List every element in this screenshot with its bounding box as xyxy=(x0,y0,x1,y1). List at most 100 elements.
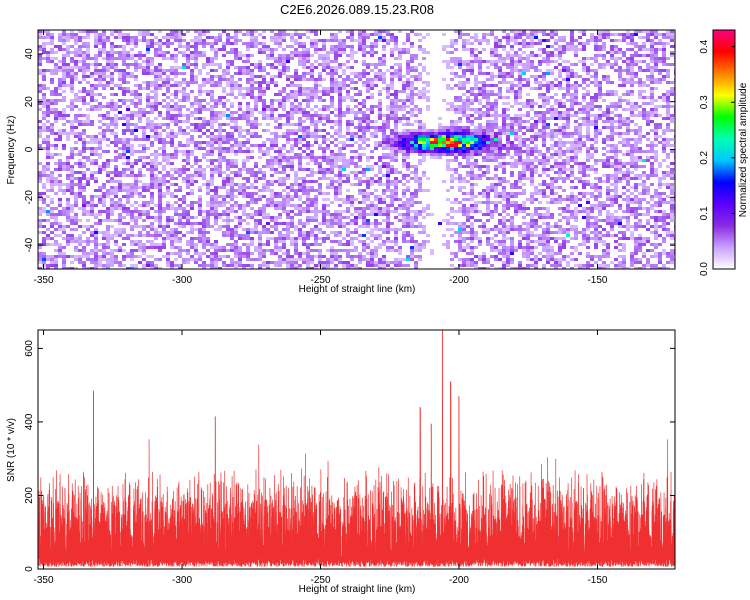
heatmap-cell xyxy=(334,36,338,39)
heatmap-cell xyxy=(98,102,102,105)
heatmap-cell xyxy=(654,78,658,81)
heatmap-cell xyxy=(142,111,146,114)
heatmap-cell xyxy=(386,90,390,93)
heatmap-cell xyxy=(534,54,538,57)
heatmap-cell xyxy=(442,135,446,138)
heatmap-cell xyxy=(346,159,350,162)
heatmap-cell xyxy=(226,66,230,69)
heatmap-cell xyxy=(330,90,334,93)
heatmap-cell xyxy=(554,159,558,162)
heatmap-cell xyxy=(346,105,350,108)
heatmap-cell xyxy=(102,75,106,78)
heatmap-cell xyxy=(242,141,246,144)
heatmap-cell xyxy=(150,183,154,186)
heatmap-cell xyxy=(146,87,150,90)
heatmap-cell xyxy=(346,30,350,33)
heatmap-cell xyxy=(594,171,598,174)
heatmap-cell xyxy=(550,135,554,138)
heatmap-cell xyxy=(650,78,654,81)
heatmap-cell xyxy=(274,117,278,120)
heatmap-cell xyxy=(138,99,142,102)
heatmap-cell xyxy=(194,60,198,63)
heatmap-cell xyxy=(394,42,398,45)
heatmap-cell xyxy=(610,51,614,54)
heatmap-cell xyxy=(142,132,146,135)
heatmap-cell xyxy=(630,60,634,63)
heatmap-cell xyxy=(426,105,430,108)
heatmap-cell xyxy=(50,81,54,84)
heatmap-cell xyxy=(82,141,86,144)
heatmap-cell xyxy=(50,186,54,189)
heatmap-cell xyxy=(70,180,74,183)
heatmap-cell xyxy=(358,183,362,186)
heatmap-cell xyxy=(310,45,314,48)
heatmap-cell xyxy=(146,66,150,69)
heatmap-cell xyxy=(94,66,98,69)
heatmap-cell xyxy=(638,114,642,117)
heatmap-cell xyxy=(218,84,222,87)
heatmap-cell xyxy=(210,78,214,81)
heatmap-cell xyxy=(266,159,270,162)
heatmap-cell xyxy=(50,99,54,102)
heatmap-cell xyxy=(330,180,334,183)
heatmap-cell xyxy=(226,114,230,117)
heatmap-cell xyxy=(110,132,114,135)
heatmap-cell xyxy=(146,84,150,87)
heatmap-cell xyxy=(426,108,430,111)
heatmap-cell xyxy=(354,183,358,186)
heatmap-cell xyxy=(238,144,242,147)
heatmap-cell xyxy=(518,156,522,159)
heatmap-cell xyxy=(470,168,474,171)
heatmap-cell xyxy=(78,45,82,48)
heatmap-cell xyxy=(46,33,50,36)
heatmap-cell xyxy=(298,168,302,171)
heatmap-cell xyxy=(518,102,522,105)
heatmap-cell xyxy=(330,72,334,75)
heatmap-cell xyxy=(138,138,142,141)
heatmap-cell xyxy=(210,174,214,177)
heatmap-cell xyxy=(450,186,454,189)
heatmap-cell xyxy=(574,93,578,96)
heatmap-cell xyxy=(358,78,362,81)
heatmap-cell xyxy=(182,66,186,69)
heatmap-cell xyxy=(182,63,186,66)
heatmap-cell xyxy=(310,87,314,90)
heatmap-cell xyxy=(646,36,650,39)
heatmap-cell xyxy=(74,126,78,129)
heatmap-cell xyxy=(530,66,534,69)
heatmap-cell xyxy=(474,93,478,96)
heatmap-cell xyxy=(66,51,70,54)
heatmap-cell xyxy=(554,150,558,153)
heatmap-cell xyxy=(302,144,306,147)
heatmap-cell xyxy=(210,117,214,120)
heatmap-cell xyxy=(398,108,402,111)
heatmap-cell xyxy=(218,141,222,144)
heatmap-cell xyxy=(86,48,90,51)
heatmap-cell xyxy=(54,177,58,180)
heatmap-cell xyxy=(378,111,382,114)
heatmap-cell xyxy=(442,45,446,48)
heatmap-cell xyxy=(558,186,562,189)
heatmap-cell xyxy=(146,69,150,72)
heatmap-cell xyxy=(278,150,282,153)
heatmap-cell xyxy=(386,186,390,189)
heatmap-cell xyxy=(362,72,366,75)
heatmap-cell xyxy=(378,102,382,105)
heatmap-cell xyxy=(350,30,354,33)
heatmap-cell xyxy=(142,60,146,63)
heatmap-cell xyxy=(42,87,46,90)
heatmap-cell xyxy=(434,156,438,159)
heatmap-cell xyxy=(486,129,490,132)
heatmap-cell xyxy=(254,66,258,69)
heatmap-cell xyxy=(490,63,494,66)
heatmap-cell xyxy=(502,36,506,39)
heatmap-cell xyxy=(466,141,470,144)
heatmap-cell xyxy=(346,108,350,111)
heatmap-cell xyxy=(278,135,282,138)
heatmap-cell xyxy=(102,30,106,33)
heatmap-cell xyxy=(62,54,66,57)
heatmap-cell xyxy=(70,66,74,69)
heatmap-cell xyxy=(362,30,366,33)
heatmap-cell xyxy=(90,90,94,93)
heatmap-cell xyxy=(290,57,294,60)
